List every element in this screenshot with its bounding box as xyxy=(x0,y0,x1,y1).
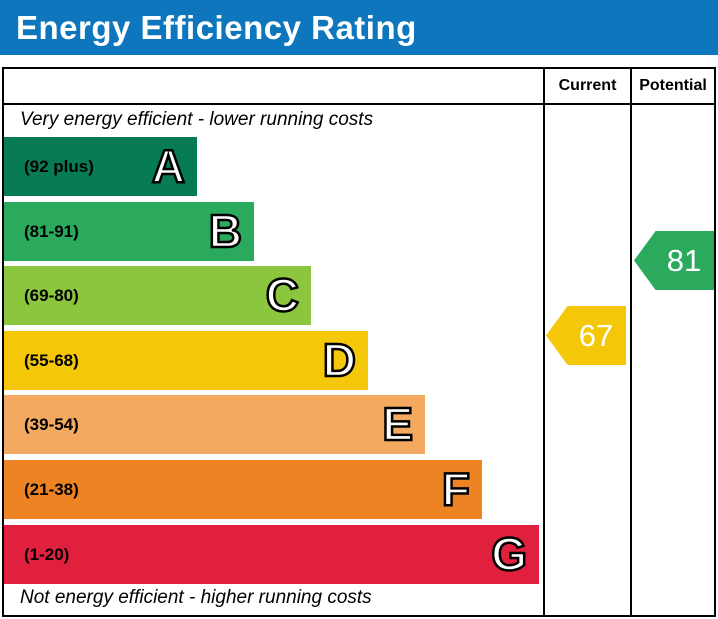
band-letter: A xyxy=(151,139,187,192)
current-column-divider xyxy=(543,69,545,615)
potential-column-divider xyxy=(630,69,632,615)
page-title-bar: Energy Efficiency Rating xyxy=(0,0,718,55)
band-range-label: (39-54) xyxy=(24,414,79,434)
top-note: Very energy efficient - lower running co… xyxy=(20,109,374,130)
band-range-label: (55-68) xyxy=(24,350,79,370)
band-range-label: (81-91) xyxy=(24,221,79,241)
band-a: (92 plus) A xyxy=(4,137,197,196)
band-f: (21-38) F xyxy=(4,460,482,519)
band-letter: B xyxy=(208,204,244,257)
potential-rating-arrow-value: 81 xyxy=(666,243,702,278)
current-column-header: Current xyxy=(558,77,617,94)
band-g: (1-20) G xyxy=(4,525,539,584)
band-d: (55-68) D xyxy=(4,331,368,390)
current-rating-arrow: 67 xyxy=(546,306,626,365)
epc-rating-chart: Current Potential Very energy efficient … xyxy=(2,67,716,617)
band-letter: D xyxy=(322,333,358,386)
band-c: (69-80) C xyxy=(4,266,311,325)
page-title: Energy Efficiency Rating xyxy=(16,8,417,46)
band-range-label: (69-80) xyxy=(24,285,79,305)
band-letter: C xyxy=(265,268,301,321)
bottom-note: Not energy efficient - higher running co… xyxy=(20,587,372,608)
band-letter: E xyxy=(381,397,414,450)
band-letter: G xyxy=(490,527,528,580)
chart-header-row xyxy=(4,69,714,105)
band-range-label: (92 plus) xyxy=(24,156,94,176)
band-b: (81-91) B xyxy=(4,202,254,261)
potential-column-header: Potential xyxy=(639,77,707,94)
potential-rating-arrow: 81 xyxy=(634,231,714,290)
band-letter: F xyxy=(441,462,472,515)
band-range-label: (21-38) xyxy=(24,479,79,499)
band-range-label: (1-20) xyxy=(24,544,70,564)
band-e: (39-54) E xyxy=(4,395,425,454)
current-rating-arrow-value: 67 xyxy=(578,318,614,353)
